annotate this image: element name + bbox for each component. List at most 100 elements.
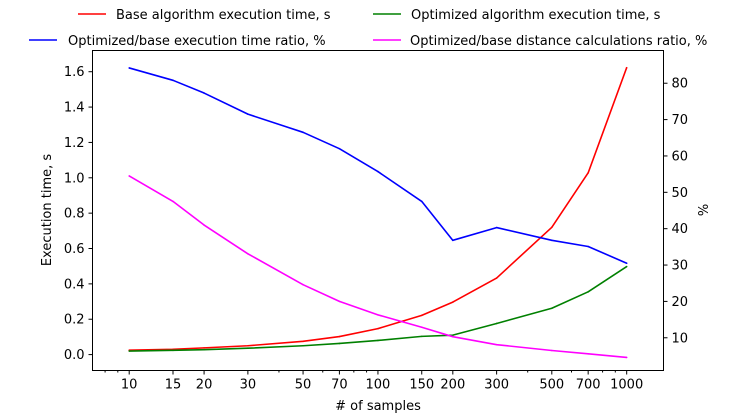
x-tick-label: 20 (196, 378, 213, 393)
data-point (625, 356, 628, 359)
data-point (172, 349, 174, 352)
x-tick-label: 200 (440, 378, 465, 393)
data-point (302, 340, 304, 343)
x-tick-label: 150 (409, 378, 434, 393)
y-left-tick-label: 0.6 (64, 242, 85, 257)
data-point (302, 131, 304, 134)
y-right-tick-label: 20 (672, 295, 689, 310)
data-point (377, 327, 379, 330)
data-point (172, 79, 174, 82)
data-point (128, 67, 130, 69)
data-point (247, 113, 249, 115)
data-point (495, 277, 498, 279)
y-left-tick-label: 0.4 (64, 277, 85, 292)
legend-entry: Optimized algorithm execution time, s (373, 8, 661, 23)
series-1 (128, 265, 628, 352)
data-point (495, 226, 498, 229)
data-point (377, 339, 379, 342)
y-left-tick-label: 1.4 (64, 101, 85, 116)
data-point (420, 335, 423, 338)
data-point (377, 170, 379, 173)
x-tick-label: 70 (331, 378, 348, 393)
y-left-tick-label: 0.0 (64, 348, 85, 363)
data-point (247, 252, 249, 255)
legend-label: Optimized algorithm execution time, s (411, 8, 661, 23)
data-point (495, 343, 498, 346)
data-point (452, 239, 454, 242)
data-point (420, 200, 423, 203)
x-axis: 10 15 20 30 50 70 100 150 200 300 500 700 1000 (104, 370, 643, 393)
y-left-tick-label: 0.8 (64, 207, 85, 222)
y-right-tick-label: 30 (672, 259, 689, 274)
series-3 (128, 175, 628, 359)
y-left-tick-label: 1.6 (64, 65, 85, 80)
data-point (625, 265, 628, 268)
legend-entry: Base algorithm execution time, s (78, 8, 331, 23)
y-right-tick-label: 50 (672, 186, 689, 201)
data-point (587, 245, 589, 248)
y-right-tick-label: 80 (672, 77, 689, 92)
x-tick-label: 10 (121, 378, 138, 393)
series-layer (128, 66, 628, 359)
y-axis-left: 0.0 0.2 0.4 0.6 0.8 1.0 1.2 1.4 1.6 (64, 65, 93, 363)
data-point (172, 200, 174, 203)
data-point (452, 334, 454, 336)
y-right-tick-label: 40 (672, 222, 689, 237)
data-point (128, 175, 130, 177)
x-tick-label: 100 (366, 378, 391, 393)
x-tick-label: 15 (165, 378, 182, 393)
data-point (625, 66, 628, 69)
data-point (338, 300, 341, 303)
x-tick-label: 300 (484, 378, 509, 393)
x-tick-label: 700 (576, 378, 601, 393)
data-point (338, 335, 341, 338)
data-point (587, 291, 589, 293)
series-2 (128, 67, 628, 265)
data-point (551, 239, 553, 242)
data-point (452, 335, 454, 338)
series-line (128, 67, 628, 264)
data-point (625, 262, 628, 265)
x-tick-label: 50 (295, 378, 312, 393)
data-point (203, 348, 205, 351)
legend-entry: Optimized/base execution time ratio, % (29, 34, 326, 49)
x-tick-label: 30 (240, 378, 257, 393)
data-point (551, 226, 553, 229)
data-point (128, 350, 130, 352)
data-point (203, 92, 205, 94)
y-left-tick-label: 1.2 (64, 136, 85, 151)
data-point (420, 314, 423, 317)
data-point (551, 349, 553, 352)
x-axis-label: # of samples (335, 399, 421, 414)
data-point (302, 344, 304, 347)
data-point (247, 344, 249, 347)
data-point (495, 322, 498, 325)
y-axis-right-label: % (697, 204, 712, 216)
data-point (452, 301, 454, 303)
y-right-tick-label: 70 (672, 113, 689, 128)
data-point (551, 307, 553, 310)
y-right-tick-label: 10 (672, 331, 689, 346)
series-line (128, 175, 627, 359)
y-right-tick-label: 60 (672, 149, 689, 164)
data-point (338, 147, 341, 150)
data-point (302, 283, 304, 286)
y-left-tick-label: 0.2 (64, 313, 85, 328)
legend-label: Optimized/base execution time ratio, % (68, 34, 326, 49)
data-point (587, 172, 589, 174)
x-tick-label: 500 (539, 378, 564, 393)
y-left-tick-label: 1.0 (64, 171, 85, 186)
y-axis-left-label: Execution time, s (40, 154, 55, 267)
data-point (377, 314, 379, 316)
data-point (338, 342, 341, 345)
legend-label: Optimized/base distance calculations rat… (410, 34, 707, 49)
data-point (587, 352, 589, 355)
legend-label: Base algorithm execution time, s (116, 8, 331, 23)
data-point (247, 347, 249, 350)
x-tick-label: 1000 (610, 378, 643, 393)
plot-frame (92, 50, 664, 371)
data-point (420, 326, 423, 329)
data-point (203, 347, 205, 349)
